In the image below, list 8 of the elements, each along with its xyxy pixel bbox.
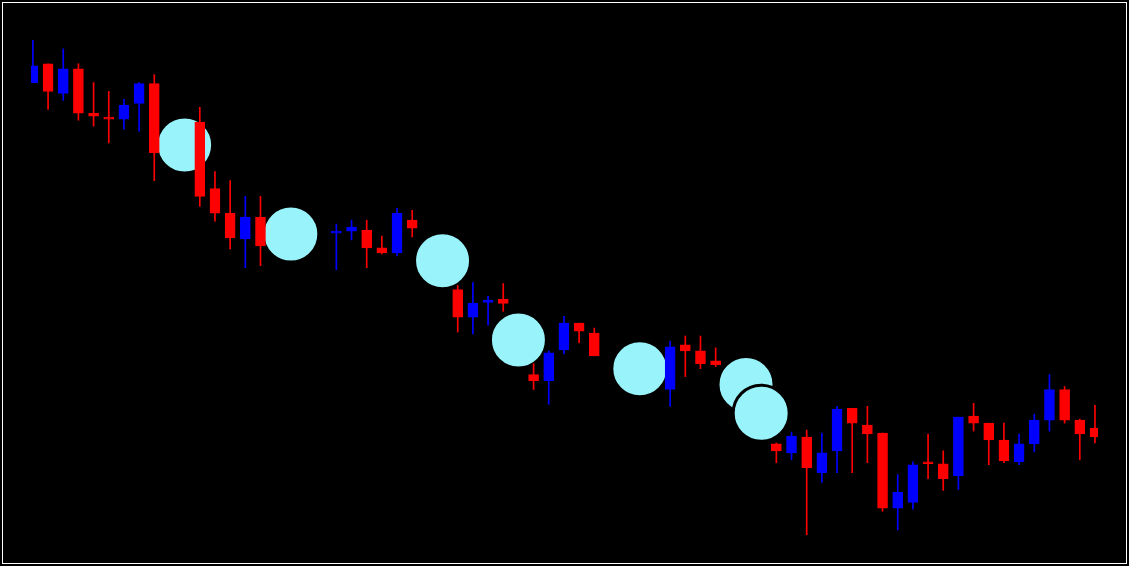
candlestick [922,433,934,479]
point [488,310,548,370]
candlestick [103,91,115,144]
candlestick [679,335,691,377]
candlestick [846,407,858,473]
candlestick [482,296,494,326]
point [731,383,791,443]
candlestick [497,283,509,312]
